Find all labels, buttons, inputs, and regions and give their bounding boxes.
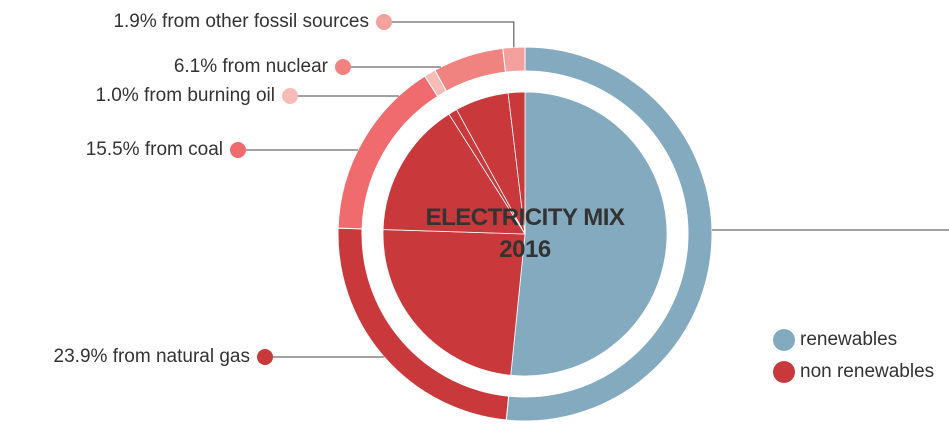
legend-swatch — [773, 329, 795, 351]
pie-slice — [382, 229, 526, 376]
legend-label: non renewables — [800, 361, 934, 382]
chart-title: ELECTRICITY MIX 2016 — [425, 204, 625, 263]
ring-slice — [502, 46, 526, 73]
label-dot — [376, 14, 392, 30]
slice-label: 1.0% from burning oil — [95, 85, 275, 106]
ring-slice — [505, 46, 713, 422]
label-dot — [257, 349, 273, 365]
slice-label: 1.9% from other fossil sources — [113, 11, 369, 32]
pie-slice — [382, 113, 526, 235]
label-dot — [335, 59, 351, 75]
slice-label: 23.9% from natural gas — [54, 346, 250, 367]
legend-swatch — [773, 361, 795, 383]
pie-slice — [510, 91, 668, 377]
legend-label: renewables — [800, 329, 897, 350]
pie-slice — [507, 91, 526, 235]
slice-label: 6.1% from nuclear — [174, 56, 329, 77]
slice-label: 15.5% from coal — [86, 139, 223, 160]
ring-slice — [434, 47, 507, 92]
label-dot — [230, 142, 246, 158]
leader-line — [384, 21, 515, 48]
label-dot — [282, 88, 298, 104]
